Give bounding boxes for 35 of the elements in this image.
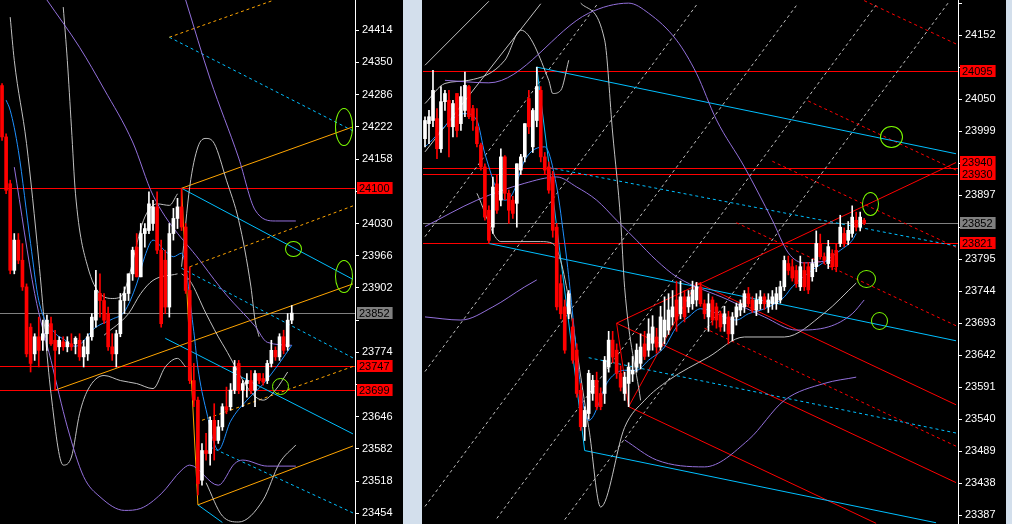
- ref-line-label: 23930: [962, 167, 993, 180]
- y-tick-label: 23540: [965, 412, 996, 425]
- y-tick-label: 23518: [362, 474, 393, 487]
- y-tick-label: 24050: [965, 92, 996, 105]
- y-tick-label: 24158: [362, 152, 393, 165]
- y-tick-label: 23646: [362, 409, 393, 422]
- y-tick-label: 23591: [965, 380, 996, 393]
- ref-line-label: 23940: [962, 155, 993, 168]
- y-tick-label: 23454: [362, 506, 393, 519]
- y-tick-label: 24030: [362, 216, 393, 229]
- y-tick-label: 24152: [965, 28, 996, 41]
- y-tick-label: 23693: [965, 316, 996, 329]
- ref-line-label: 23852: [359, 306, 390, 319]
- y-tick-label: 23744: [965, 284, 996, 297]
- y-tick-label: 23999: [965, 124, 996, 137]
- y-tick-label: 23897: [965, 188, 996, 201]
- y-tick-label: 23902: [362, 280, 393, 293]
- y-tick-label: 24286: [362, 87, 393, 100]
- y-tick-label: 23582: [362, 442, 393, 455]
- ref-line-label: 23852: [962, 216, 993, 229]
- y-tick-label: 23489: [965, 444, 996, 457]
- ref-line-label: 24100: [359, 181, 390, 194]
- y-tick-label: 23795: [965, 252, 996, 265]
- ref-line-label: 24095: [962, 64, 993, 77]
- y-tick-label: 23966: [362, 248, 393, 261]
- y-tick-label: 24350: [362, 55, 393, 68]
- y-tick-label: 23438: [965, 476, 996, 489]
- ref-line-label: 23699: [359, 383, 390, 396]
- y-tick-label: 23774: [362, 345, 393, 358]
- y-tick-label: 24414: [362, 23, 393, 36]
- y-tick-label: 23642: [965, 348, 996, 361]
- y-tick-label: 24222: [362, 119, 393, 132]
- y-tick-label: 23387: [965, 508, 996, 521]
- ref-line-label: 23747: [359, 359, 390, 372]
- ref-line-label: 23821: [962, 236, 993, 249]
